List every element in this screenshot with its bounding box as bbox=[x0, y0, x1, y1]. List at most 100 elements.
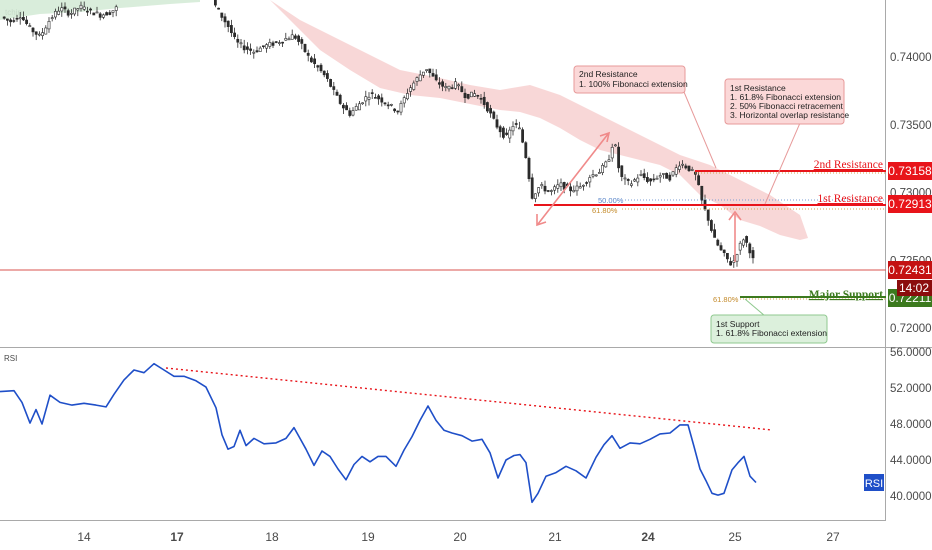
candle-body bbox=[95, 11, 99, 14]
candle-body bbox=[230, 25, 233, 34]
price-tick-label: 0.72000 bbox=[890, 323, 932, 335]
rsi-tick-label: 48.0000 bbox=[890, 419, 932, 431]
candle-body bbox=[610, 146, 614, 159]
date-tick-label: 18 bbox=[265, 530, 279, 544]
callout-first-resistance-line-2: 1. 61.8% Fibonacci extension bbox=[730, 92, 841, 102]
candle-body bbox=[690, 169, 694, 171]
candle-body bbox=[681, 163, 685, 166]
candle-body bbox=[511, 126, 515, 132]
candle-body bbox=[41, 32, 45, 36]
rsi-panel-title: RSI bbox=[4, 354, 17, 363]
candle-body bbox=[303, 43, 307, 53]
candle-body bbox=[66, 10, 70, 16]
candle-body bbox=[380, 97, 384, 103]
candle-body bbox=[409, 87, 413, 92]
candle-body bbox=[626, 179, 630, 181]
candle-body bbox=[735, 254, 739, 262]
callout-first-resistance-line-3: 2. 50% Fibonacci retracement bbox=[730, 101, 844, 111]
candle-body bbox=[428, 68, 432, 74]
candle-body bbox=[418, 74, 422, 82]
countdown-tag: 14:02 bbox=[897, 280, 932, 296]
candle-body bbox=[591, 174, 595, 177]
time-axis-ticks: 14 17 18 19 20 21 24 25 27 bbox=[77, 530, 840, 544]
candle-body bbox=[297, 35, 301, 42]
candle-body bbox=[684, 165, 688, 169]
candle-body bbox=[386, 104, 390, 107]
candle-body bbox=[319, 64, 323, 72]
candle-body bbox=[287, 38, 291, 41]
candle-body bbox=[316, 65, 320, 68]
candle-body bbox=[239, 42, 243, 45]
candle-body bbox=[214, 0, 217, 6]
candle-body bbox=[265, 44, 269, 49]
candle-body bbox=[546, 190, 550, 192]
candle-body bbox=[585, 182, 589, 184]
rsi-tick-label: 56.0000 bbox=[890, 347, 932, 359]
candle-body bbox=[623, 177, 627, 180]
candle-body bbox=[252, 51, 256, 54]
current-price-tag: 0.72431 bbox=[888, 261, 932, 279]
candle-body bbox=[594, 174, 598, 177]
candle-body bbox=[354, 106, 358, 111]
candle-body bbox=[498, 126, 502, 133]
candle-body bbox=[86, 10, 89, 13]
callout-first-support-line-1: 1st Support bbox=[716, 319, 760, 329]
candle-body bbox=[6, 18, 9, 21]
candle-body bbox=[31, 27, 35, 33]
rsi-tick-label: 44.0000 bbox=[890, 455, 932, 467]
date-tick-label: 19 bbox=[361, 530, 375, 544]
date-tick-label: 21 bbox=[548, 530, 562, 544]
candle-body bbox=[217, 7, 221, 10]
candle-body bbox=[9, 19, 13, 23]
candle-body bbox=[655, 177, 659, 180]
candle-body bbox=[47, 20, 51, 30]
price-candles bbox=[2, 0, 755, 268]
candle-body bbox=[745, 236, 749, 243]
candle-body bbox=[588, 177, 592, 183]
candle-body bbox=[524, 142, 528, 159]
candle-body bbox=[338, 94, 342, 104]
candle-body bbox=[597, 172, 601, 174]
rsi-badge: RSI bbox=[864, 474, 884, 491]
cloud-red-band bbox=[270, 0, 808, 240]
candle-body bbox=[60, 7, 64, 12]
candle-body bbox=[361, 102, 365, 105]
candle-body bbox=[70, 12, 73, 15]
candle-body bbox=[716, 239, 720, 246]
date-tick-label: 14 bbox=[77, 530, 91, 544]
svg-text:0.73158: 0.73158 bbox=[888, 164, 932, 178]
candle-body bbox=[501, 127, 505, 138]
rsi-trend-line bbox=[165, 367, 773, 431]
candle-body bbox=[2, 16, 6, 19]
candle-body bbox=[575, 185, 579, 192]
candle-body bbox=[674, 167, 678, 175]
candle-body bbox=[255, 50, 259, 53]
candle-body bbox=[258, 47, 262, 52]
candle-body bbox=[485, 102, 489, 112]
candle-body bbox=[697, 175, 701, 186]
candle-body bbox=[607, 159, 611, 162]
candle-body bbox=[521, 129, 525, 143]
candle-body bbox=[738, 242, 742, 251]
candle-body bbox=[434, 74, 438, 81]
candle-body bbox=[73, 7, 77, 15]
candle-body bbox=[719, 245, 723, 251]
candle-body bbox=[572, 190, 576, 193]
candle-body bbox=[661, 173, 665, 175]
candle-body bbox=[514, 123, 518, 125]
candle-body bbox=[444, 86, 448, 88]
candle-body bbox=[639, 173, 643, 176]
candle-body bbox=[751, 250, 755, 259]
candle-body bbox=[271, 42, 275, 46]
candle-body bbox=[466, 93, 470, 99]
candle-body bbox=[729, 261, 733, 266]
candle-body bbox=[489, 108, 493, 114]
candle-body bbox=[79, 4, 83, 9]
candle-body bbox=[665, 172, 669, 179]
rsi-line bbox=[0, 362, 757, 504]
candle-body bbox=[268, 42, 272, 47]
second-resistance-label: 2nd Resistance bbox=[814, 159, 883, 171]
candle-body bbox=[290, 34, 294, 40]
candle-body bbox=[629, 183, 633, 186]
